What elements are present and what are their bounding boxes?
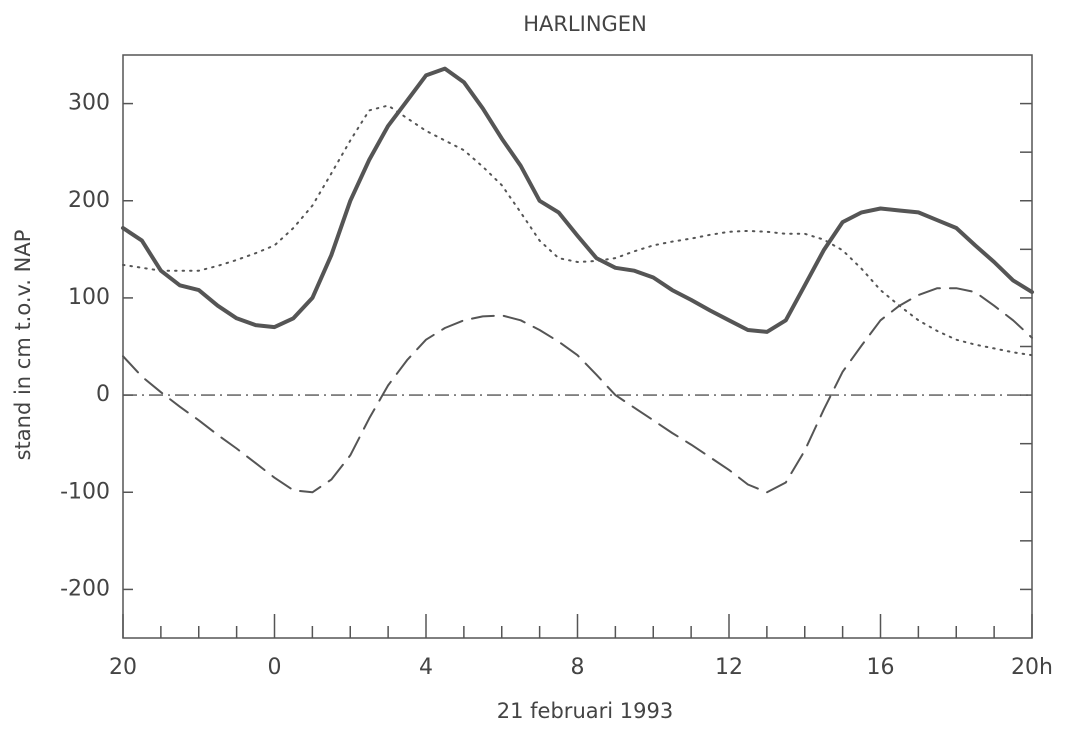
y-axis-label: stand in cm t.o.v. NAP	[11, 230, 35, 461]
x-axis-label: 21 februari 1993	[497, 699, 673, 723]
y-tick-label: -200	[60, 576, 110, 601]
y-tick-label: 100	[68, 285, 110, 310]
y-tick-label: 0	[96, 382, 110, 407]
x-tick-label: 12	[715, 655, 743, 680]
y-tick-label: 300	[68, 91, 110, 116]
series-line	[121, 66, 1034, 334]
x-tick-label: 20h	[1011, 655, 1053, 680]
x-tick-label: 16	[867, 655, 895, 680]
x-tick-label: 8	[571, 655, 585, 680]
chart-title: HARLINGEN	[523, 12, 647, 36]
plot-frame	[122, 54, 1033, 639]
series-line	[122, 104, 1033, 357]
series-line	[122, 287, 1033, 494]
x-tick-label: 0	[268, 655, 282, 680]
x-tick-label: 4	[419, 655, 433, 680]
x-tick-label: 20	[109, 655, 137, 680]
y-tick-label: -100	[60, 479, 110, 504]
y-tick-label: 200	[68, 188, 110, 213]
